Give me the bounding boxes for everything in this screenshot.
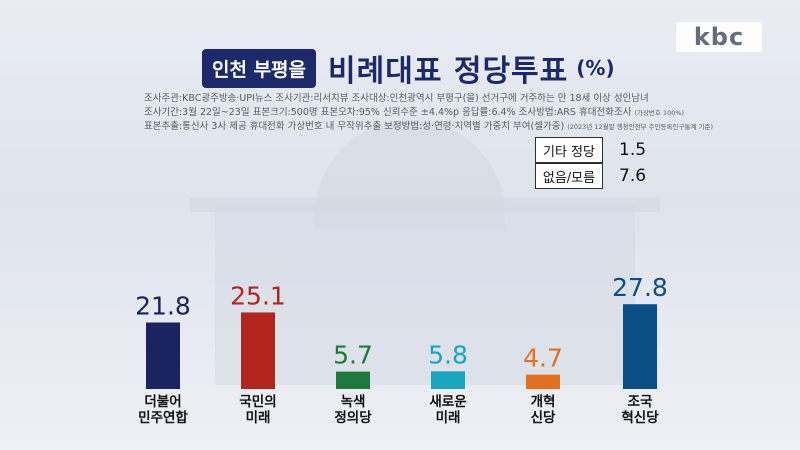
- category-label: 녹색 정의당: [334, 394, 372, 426]
- bar-value-label: 27.8: [612, 273, 668, 302]
- bar: [146, 322, 180, 389]
- bar: [526, 374, 560, 389]
- side-label: 없음/모름: [535, 163, 603, 189]
- bar-value-label: 25.1: [230, 281, 286, 310]
- side-value: 1.5: [619, 140, 647, 160]
- bar-value-label: 21.8: [135, 292, 191, 321]
- category-label: 조국 혁신당: [621, 394, 659, 426]
- side-value: 7.6: [619, 166, 647, 186]
- side-value-none-unknown: 없음/모름 7.6: [535, 163, 661, 189]
- background-roof: [190, 198, 660, 212]
- kbc-logo: kbc: [676, 22, 762, 52]
- bar: [623, 304, 657, 389]
- survey-info-line3: 표본추출:통신사 3사 제공 휴대전화 가상번호 내 무작위추출 보정방법:성·…: [144, 118, 713, 132]
- bar-value-label: 5.8: [428, 340, 468, 369]
- bar-value-label: 5.7: [333, 341, 373, 370]
- survey-info-line2-text: 조사기간:3월 22일~23일 표본크기:500명 표본오차:95% 신뢰수준 …: [144, 107, 632, 118]
- survey-info-line2: 조사기간:3월 22일~23일 표본크기:500명 표본오차:95% 신뢰수준 …: [144, 104, 684, 118]
- background-building: [215, 205, 635, 385]
- bar: [241, 312, 275, 389]
- side-label: 기타 정당: [535, 137, 603, 163]
- bar: [336, 371, 370, 389]
- unit-label: (%): [576, 56, 615, 80]
- bar-value-label: 4.7: [523, 344, 563, 373]
- chart-title: 비례대표 정당투표: [328, 54, 569, 89]
- category-label: 더불어 민주연합: [138, 394, 188, 426]
- category-label: 새로운 미래: [429, 394, 467, 426]
- survey-info-line3-text: 표본추출:통신사 3사 제공 휴대전화 가상번호 내 무작위추출 보정방법:성·…: [144, 121, 565, 132]
- category-label: 국민의 미래: [239, 394, 277, 426]
- bar: [431, 371, 465, 389]
- region-badge: 인천 부평을: [202, 48, 317, 88]
- survey-info-line2-note: (가상번호 100%): [634, 109, 685, 117]
- survey-info-line1: 조사주관:KBC광주방송·UPI뉴스 조사기관:리서치뷰 조사대상:인천광역시 …: [144, 93, 649, 104]
- survey-info-line3-note: (2023년 12월말 행정안전부 주민등록인구통계 기준): [567, 123, 713, 131]
- category-label: 개혁 신당: [530, 394, 556, 426]
- side-value-other-parties: 기타 정당 1.5: [535, 137, 661, 163]
- title-block: 인천 부평을 비례대표 정당투표 (%): [202, 48, 615, 89]
